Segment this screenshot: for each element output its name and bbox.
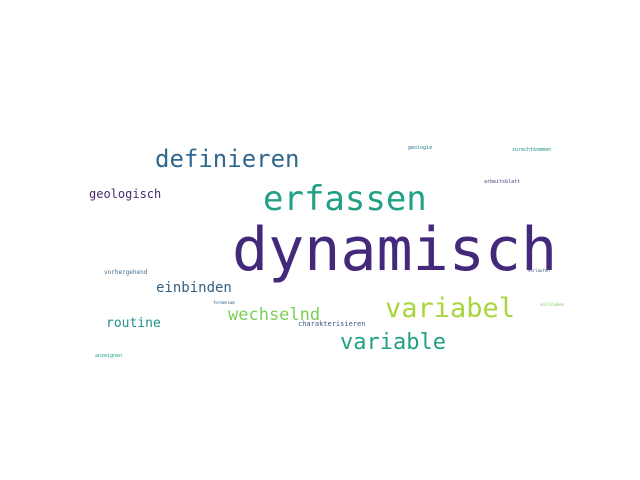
word-geologie: geologie	[408, 145, 433, 151]
word-definieren: definieren	[155, 145, 300, 173]
word-arbeitsblatt: arbeitsblatt	[484, 179, 521, 185]
word-erfassen: erfassen	[263, 179, 427, 219]
word-zurechtkommen: zurechtkommen	[512, 147, 552, 153]
word-einbinden: einbinden	[156, 280, 232, 296]
word-vollziehen: vollziehen	[540, 302, 565, 307]
word-routine: routine	[106, 316, 161, 331]
word-dynamisch: dynamisch	[232, 215, 558, 285]
word-geologisch: geologisch	[89, 187, 162, 201]
word-anzeignen: anzeignen	[95, 353, 123, 359]
word-verlaufen: verlaufen	[528, 268, 550, 273]
word-formensam: formensam	[213, 300, 235, 305]
word-wechselnd: wechselnd	[228, 305, 321, 325]
word-vorhergehend: vorhergehend	[104, 269, 148, 276]
word-variabel: variabel	[385, 293, 516, 324]
word-charakterisieren: charakterisieren	[298, 320, 366, 328]
word-variable: variable	[340, 330, 446, 355]
